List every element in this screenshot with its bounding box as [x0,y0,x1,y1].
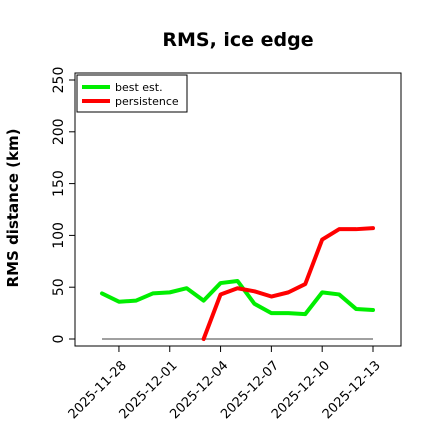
x-axis: 2025-11-282025-12-012025-12-042025-12-07… [66,346,384,422]
legend: best est. persistence [76,74,188,113]
data-point-best-est [303,312,307,316]
data-point-best-est [219,281,223,285]
data-point-best-est [168,290,172,294]
data-point-best-est [252,302,256,306]
data-point-best-est [236,279,239,283]
data-point-persistence [337,227,341,231]
data-point-persistence [371,226,375,230]
data-point-best-est [286,311,290,315]
data-point-persistence [303,282,307,286]
data-point-best-est [134,299,138,303]
data-point-persistence [252,289,256,293]
series-layer [100,226,375,341]
data-point-persistence [320,238,324,242]
y-tick-label: 150 [51,170,67,197]
data-point-persistence [236,286,239,290]
data-point-persistence [286,290,290,294]
legend-label-best-est: best est. [115,81,163,94]
y-axis-label: RMS distance (km) [4,129,22,288]
y-tick-label: 50 [51,278,67,296]
plot-frame [74,72,402,347]
legend-box [76,74,188,113]
data-point-best-est [320,290,324,294]
data-point-best-est [354,307,358,311]
data-point-persistence [219,292,223,296]
data-point-best-est [185,286,189,290]
y-tick-label: 200 [51,118,67,145]
y-axis: 0 50 100 150 200 250 [51,67,75,344]
data-point-best-est [337,292,341,296]
legend-label-persistence: persistence [115,95,179,108]
y-tick-label: 100 [51,222,67,249]
data-point-persistence [269,295,273,299]
data-point-best-est [100,291,104,295]
data-point-persistence [202,337,206,341]
series-line-best-est [100,278,375,317]
data-point-best-est [269,311,273,315]
data-point-best-est [151,291,155,295]
data-point-best-est [202,299,206,303]
data-point-best-est [117,300,121,304]
y-tick-label: 250 [51,67,67,94]
data-point-persistence [354,227,358,231]
y-tick-label: 0 [51,335,67,344]
data-point-best-est [371,308,375,312]
chart-title: RMS, ice edge [162,29,313,51]
